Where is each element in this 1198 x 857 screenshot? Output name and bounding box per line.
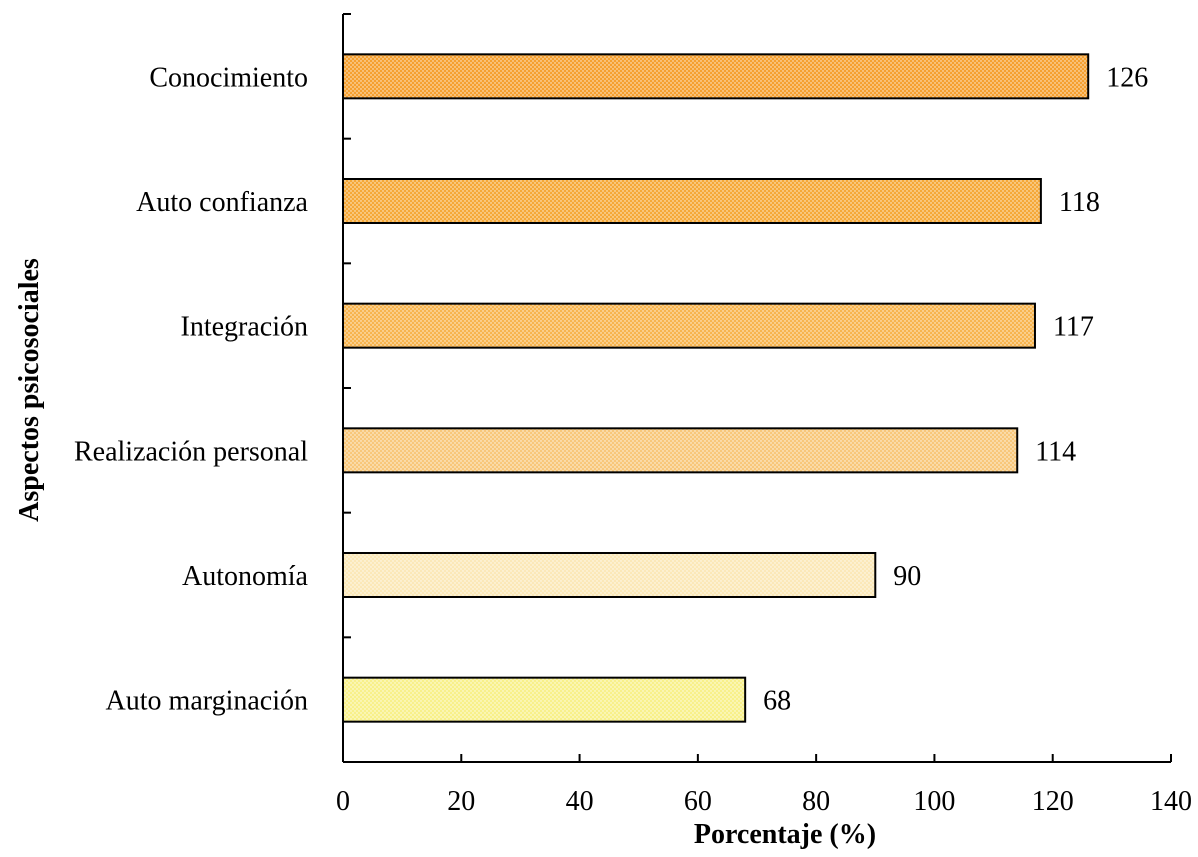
bar xyxy=(342,676,747,723)
x-tick-label: 40 xyxy=(566,786,594,817)
category-label: Auto confianza xyxy=(136,187,308,218)
data-label: 118 xyxy=(1059,187,1100,218)
bar xyxy=(342,178,1042,224)
data-label: 68 xyxy=(763,686,791,717)
category-label: Conocimiento xyxy=(149,62,308,93)
data-label: 126 xyxy=(1106,62,1148,93)
x-tick-label: 100 xyxy=(913,786,955,817)
category-label: Auto marginación xyxy=(106,686,308,717)
x-axis-title: Porcentaje (%) xyxy=(694,819,876,850)
ticks-layer xyxy=(342,13,1172,763)
data-label: 117 xyxy=(1053,312,1094,343)
bar xyxy=(342,427,1019,474)
data-label: 90 xyxy=(893,561,921,592)
bars-layer xyxy=(342,53,1090,723)
axes-layer xyxy=(342,14,1171,763)
x-tick-label: 80 xyxy=(802,786,830,817)
x-tick-label: 120 xyxy=(1032,786,1074,817)
category-label: Integración xyxy=(181,312,309,343)
bar xyxy=(342,53,1090,100)
x-tick-label: 60 xyxy=(684,786,712,817)
bar xyxy=(342,302,1036,349)
x-tick-label: 20 xyxy=(447,786,475,817)
x-tick-label: 140 xyxy=(1150,786,1192,817)
x-tick-label: 0 xyxy=(336,786,350,817)
bar xyxy=(342,552,877,598)
category-label: Realización personal xyxy=(74,436,308,467)
y-axis-title: Aspectos psicosociales xyxy=(14,258,45,522)
labels-layer: 0 20 40 60 80 100 120 140 Conocimiento 126 Auto co… xyxy=(74,62,1192,817)
category-label: Autonomía xyxy=(182,561,309,592)
data-label: 114 xyxy=(1035,436,1076,467)
